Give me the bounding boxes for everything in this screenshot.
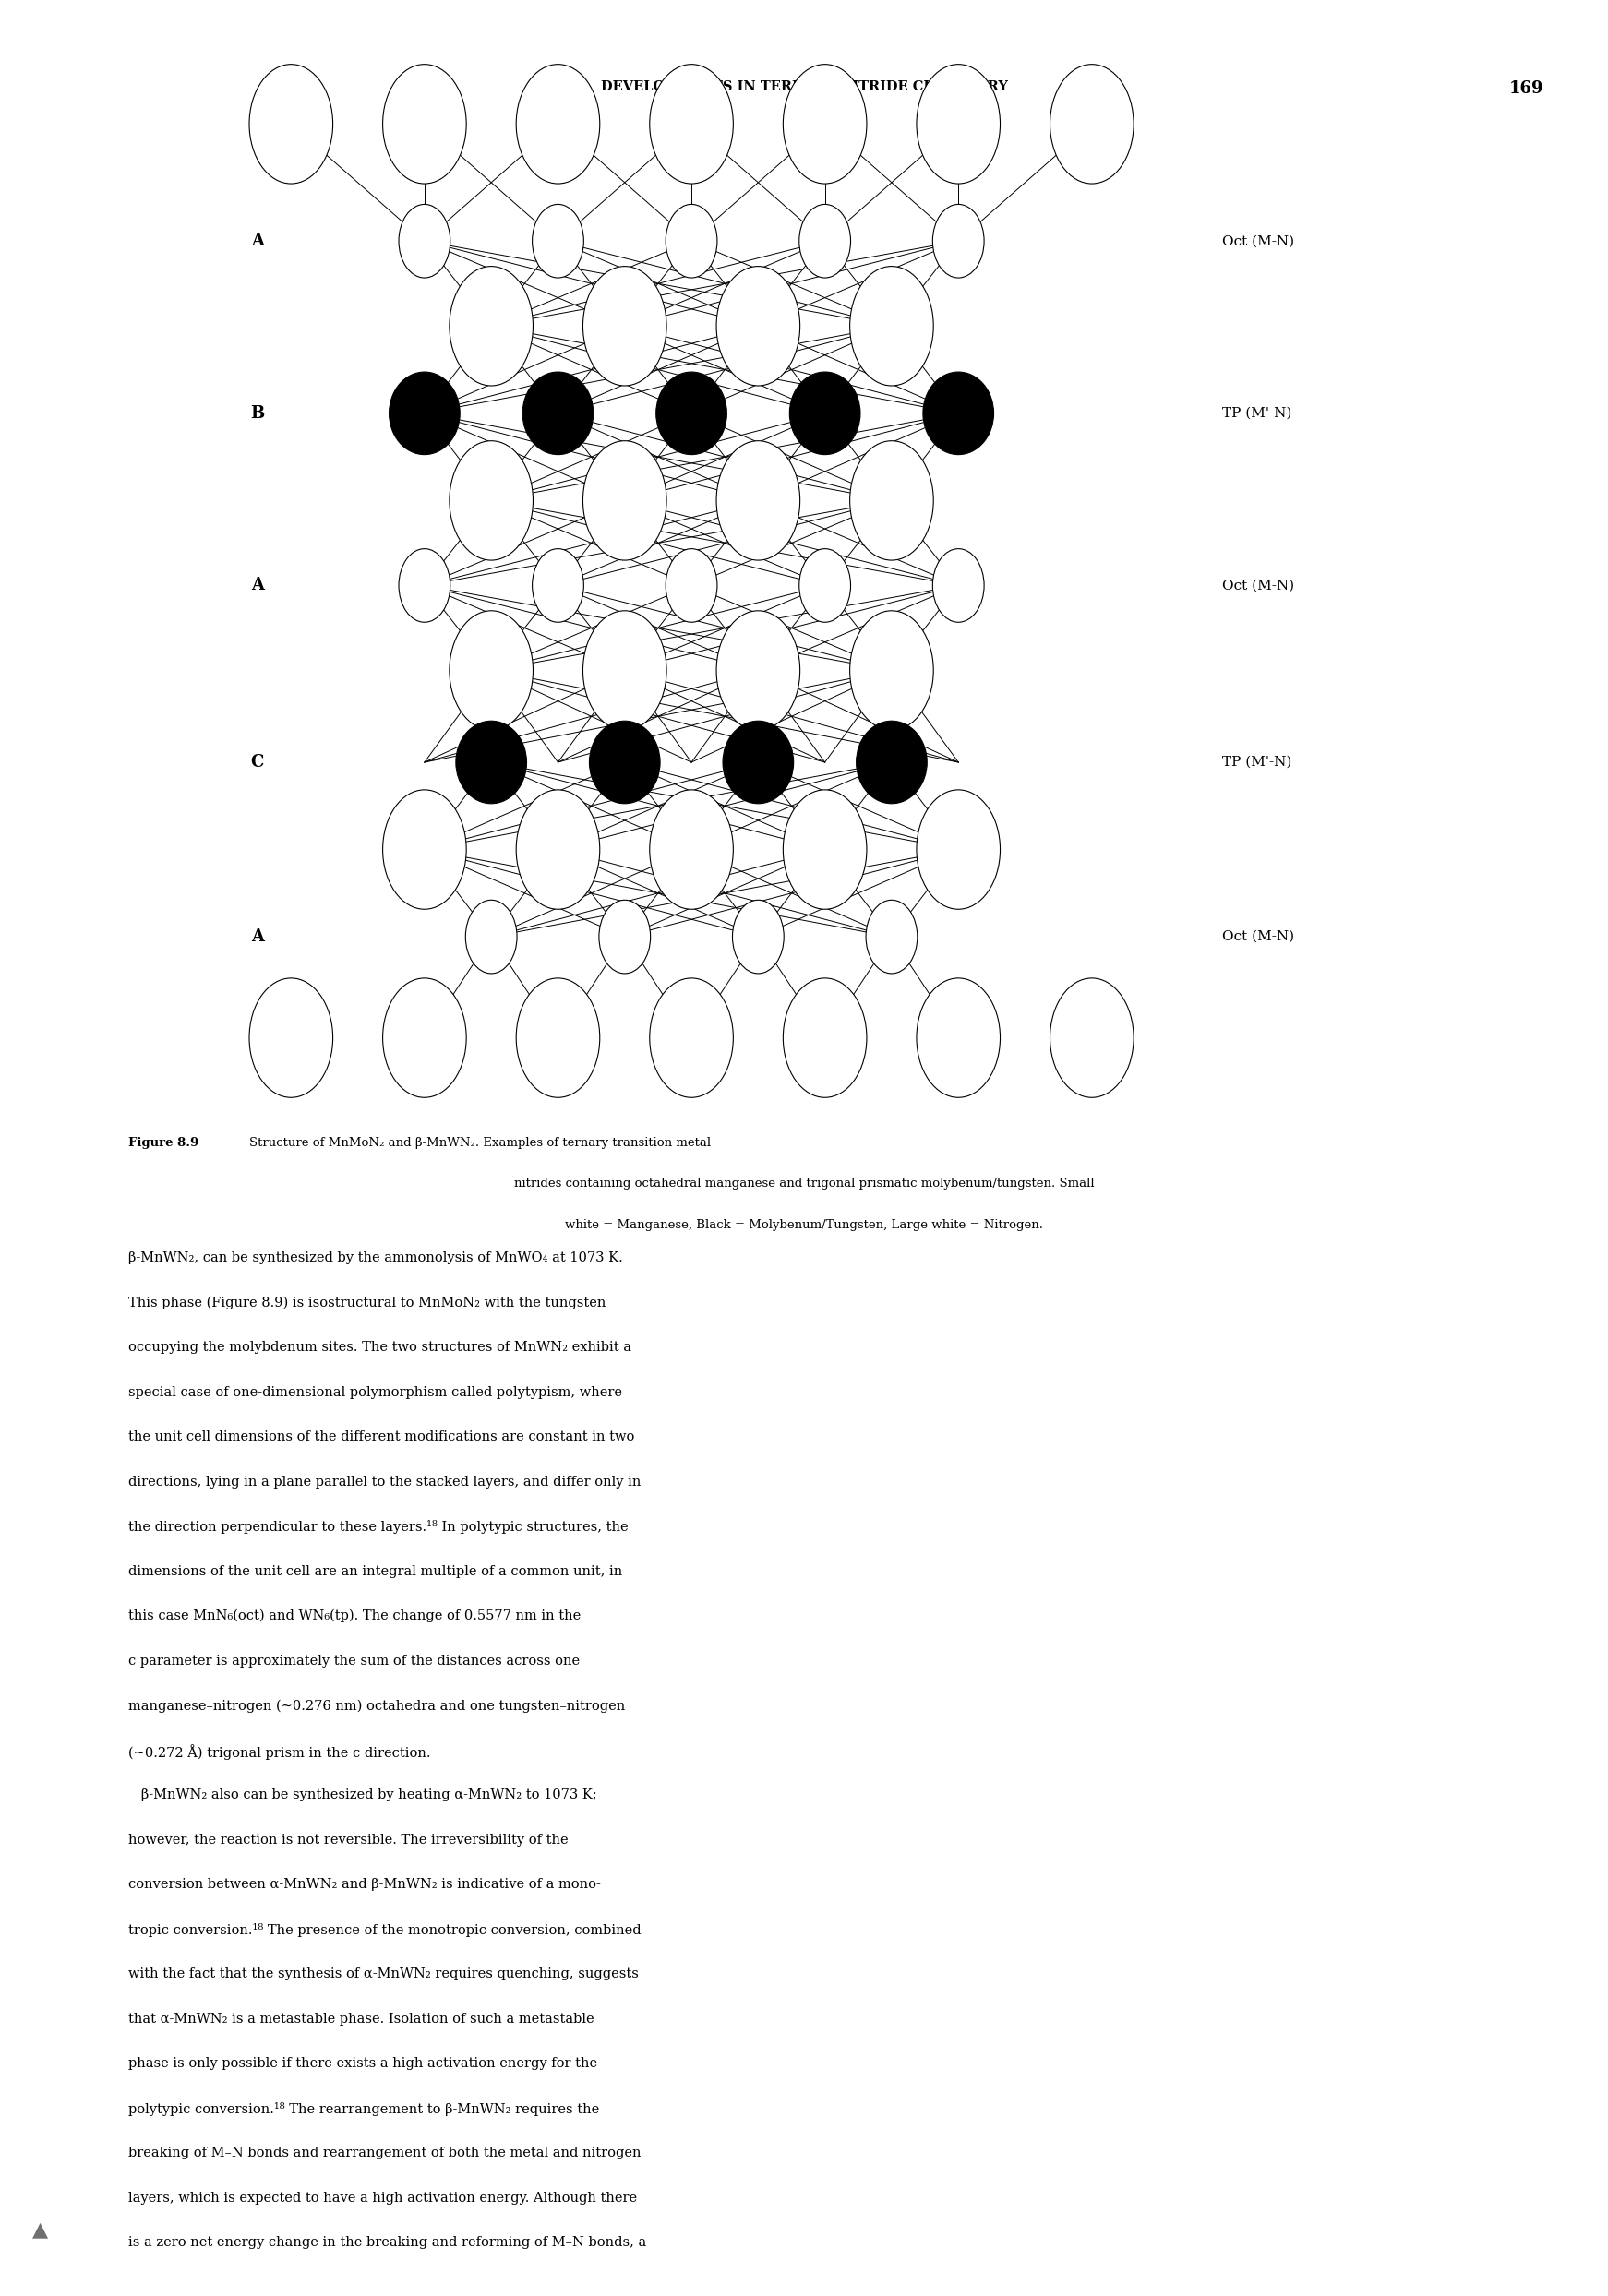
Circle shape — [799, 204, 851, 278]
Text: special case of one-dimensional polymorphism called polytypism, where: special case of one-dimensional polymorp… — [129, 1384, 622, 1398]
Text: manganese–nitrogen (∼0.276 nm) octahedra and one tungsten–nitrogen: manganese–nitrogen (∼0.276 nm) octahedra… — [129, 1699, 626, 1713]
Ellipse shape — [656, 372, 727, 455]
Text: β-MnWN₂ also can be synthesized by heating α-MnWN₂ to 1073 K;: β-MnWN₂ also can be synthesized by heati… — [129, 1789, 597, 1802]
Circle shape — [598, 900, 650, 974]
Text: conversion between α-MnWN₂ and β-MnWN₂ is indicative of a mono-: conversion between α-MnWN₂ and β-MnWN₂ i… — [129, 1878, 601, 1892]
Text: Structure of MnMoN₂ and β-MnWN₂. Examples of ternary transition metal: Structure of MnMoN₂ and β-MnWN₂. Example… — [249, 1137, 711, 1148]
Circle shape — [650, 790, 733, 909]
Circle shape — [449, 266, 532, 386]
Text: TP (M'-N): TP (M'-N) — [1222, 406, 1291, 420]
Text: however, the reaction is not reversible. The irreversibility of the: however, the reaction is not reversible.… — [129, 1832, 569, 1846]
Circle shape — [466, 900, 516, 974]
Text: A: A — [251, 928, 264, 946]
Circle shape — [783, 790, 867, 909]
Ellipse shape — [589, 721, 659, 804]
Text: A: A — [251, 576, 264, 595]
Circle shape — [650, 978, 733, 1097]
Circle shape — [399, 204, 450, 278]
Circle shape — [917, 64, 1000, 184]
Circle shape — [849, 611, 933, 730]
Text: polytypic conversion.¹⁸ The rearrangement to β-MnWN₂ requires the: polytypic conversion.¹⁸ The rearrangemen… — [129, 2103, 600, 2117]
Ellipse shape — [790, 372, 860, 455]
Circle shape — [582, 611, 666, 730]
Text: is a zero net energy change in the breaking and reforming of M–N bonds, a: is a zero net energy change in the break… — [129, 2236, 646, 2250]
Circle shape — [783, 978, 867, 1097]
Circle shape — [1050, 64, 1134, 184]
Circle shape — [849, 441, 933, 560]
Text: A: A — [251, 232, 264, 250]
Circle shape — [733, 900, 785, 974]
Circle shape — [650, 64, 733, 184]
Ellipse shape — [523, 372, 593, 455]
Circle shape — [917, 790, 1000, 909]
Circle shape — [717, 441, 801, 560]
Text: C: C — [251, 753, 264, 771]
Circle shape — [849, 266, 933, 386]
Circle shape — [1050, 978, 1134, 1097]
Text: the direction perpendicular to these layers.¹⁸ In polytypic structures, the: the direction perpendicular to these lay… — [129, 1520, 629, 1534]
Text: B: B — [251, 404, 264, 422]
Circle shape — [717, 611, 801, 730]
Circle shape — [582, 266, 666, 386]
Text: Oct (M-N): Oct (M-N) — [1222, 579, 1294, 592]
Text: 169: 169 — [1508, 80, 1544, 96]
Circle shape — [516, 978, 600, 1097]
Text: ▲: ▲ — [32, 2220, 48, 2239]
Text: layers, which is expected to have a high activation energy. Although there: layers, which is expected to have a high… — [129, 2190, 637, 2204]
Text: Oct (M-N): Oct (M-N) — [1222, 234, 1294, 248]
Text: directions, lying in a plane parallel to the stacked layers, and differ only in: directions, lying in a plane parallel to… — [129, 1474, 642, 1488]
Ellipse shape — [389, 372, 460, 455]
Circle shape — [383, 64, 466, 184]
Circle shape — [917, 978, 1000, 1097]
Text: Figure 8.9: Figure 8.9 — [129, 1137, 203, 1148]
Text: tropic conversion.¹⁸ The presence of the monotropic conversion, combined: tropic conversion.¹⁸ The presence of the… — [129, 1922, 642, 1938]
Circle shape — [399, 549, 450, 622]
Text: nitrides containing octahedral manganese and trigonal prismatic molybenum/tungst: nitrides containing octahedral manganese… — [515, 1178, 1093, 1189]
Text: breaking of M–N bonds and rearrangement of both the metal and nitrogen: breaking of M–N bonds and rearrangement … — [129, 2147, 642, 2161]
Circle shape — [933, 204, 984, 278]
Circle shape — [449, 611, 532, 730]
Text: c parameter is approximately the sum of the distances across one: c parameter is approximately the sum of … — [129, 1653, 580, 1667]
Text: occupying the molybdenum sites. The two structures of MnWN₂ exhibit a: occupying the molybdenum sites. The two … — [129, 1341, 632, 1355]
Text: β-MnWN₂, can be synthesized by the ammonolysis of MnWO₄ at 1073 K.: β-MnWN₂, can be synthesized by the ammon… — [129, 1251, 624, 1265]
Ellipse shape — [457, 721, 527, 804]
Circle shape — [532, 549, 584, 622]
Circle shape — [532, 204, 584, 278]
Text: TP (M'-N): TP (M'-N) — [1222, 755, 1291, 769]
Text: that α-MnWN₂ is a metastable phase. Isolation of such a metastable: that α-MnWN₂ is a metastable phase. Isol… — [129, 2011, 595, 2025]
Text: dimensions of the unit cell are an integral multiple of a common unit, in: dimensions of the unit cell are an integ… — [129, 1566, 622, 1577]
Circle shape — [383, 978, 466, 1097]
Circle shape — [516, 64, 600, 184]
Circle shape — [933, 549, 984, 622]
Text: with the fact that the synthesis of α-MnWN₂ requires quenching, suggests: with the fact that the synthesis of α-Mn… — [129, 1968, 638, 1981]
Text: This phase (Figure 8.9) is isostructural to MnMoN₂ with the tungsten: This phase (Figure 8.9) is isostructural… — [129, 1295, 606, 1309]
Circle shape — [582, 441, 666, 560]
Circle shape — [249, 978, 333, 1097]
Circle shape — [783, 64, 867, 184]
Text: this case MnN₆(oct) and WN₆(tp). The change of 0.5577 nm in the: this case MnN₆(oct) and WN₆(tp). The cha… — [129, 1609, 580, 1623]
Text: (∼0.272 Å) trigonal prism in the c direction.: (∼0.272 Å) trigonal prism in the c direc… — [129, 1745, 431, 1759]
Ellipse shape — [923, 372, 994, 455]
Circle shape — [249, 64, 333, 184]
Text: the unit cell dimensions of the different modifications are constant in two: the unit cell dimensions of the differen… — [129, 1430, 635, 1444]
Circle shape — [666, 204, 717, 278]
Circle shape — [666, 549, 717, 622]
Ellipse shape — [724, 721, 794, 804]
Circle shape — [799, 549, 851, 622]
Ellipse shape — [855, 721, 926, 804]
Circle shape — [383, 790, 466, 909]
Text: white = Manganese, Black = Molybenum/Tungsten, Large white = Nitrogen.: white = Manganese, Black = Molybenum/Tun… — [564, 1219, 1044, 1231]
Circle shape — [449, 441, 532, 560]
Text: phase is only possible if there exists a high activation energy for the: phase is only possible if there exists a… — [129, 2057, 598, 2071]
Text: DEVELOPMENTS IN TERNARY NITRIDE CHEMISTRY: DEVELOPMENTS IN TERNARY NITRIDE CHEMISTR… — [600, 80, 1008, 94]
Text: Oct (M-N): Oct (M-N) — [1222, 930, 1294, 944]
Circle shape — [516, 790, 600, 909]
Circle shape — [865, 900, 917, 974]
Circle shape — [717, 266, 801, 386]
